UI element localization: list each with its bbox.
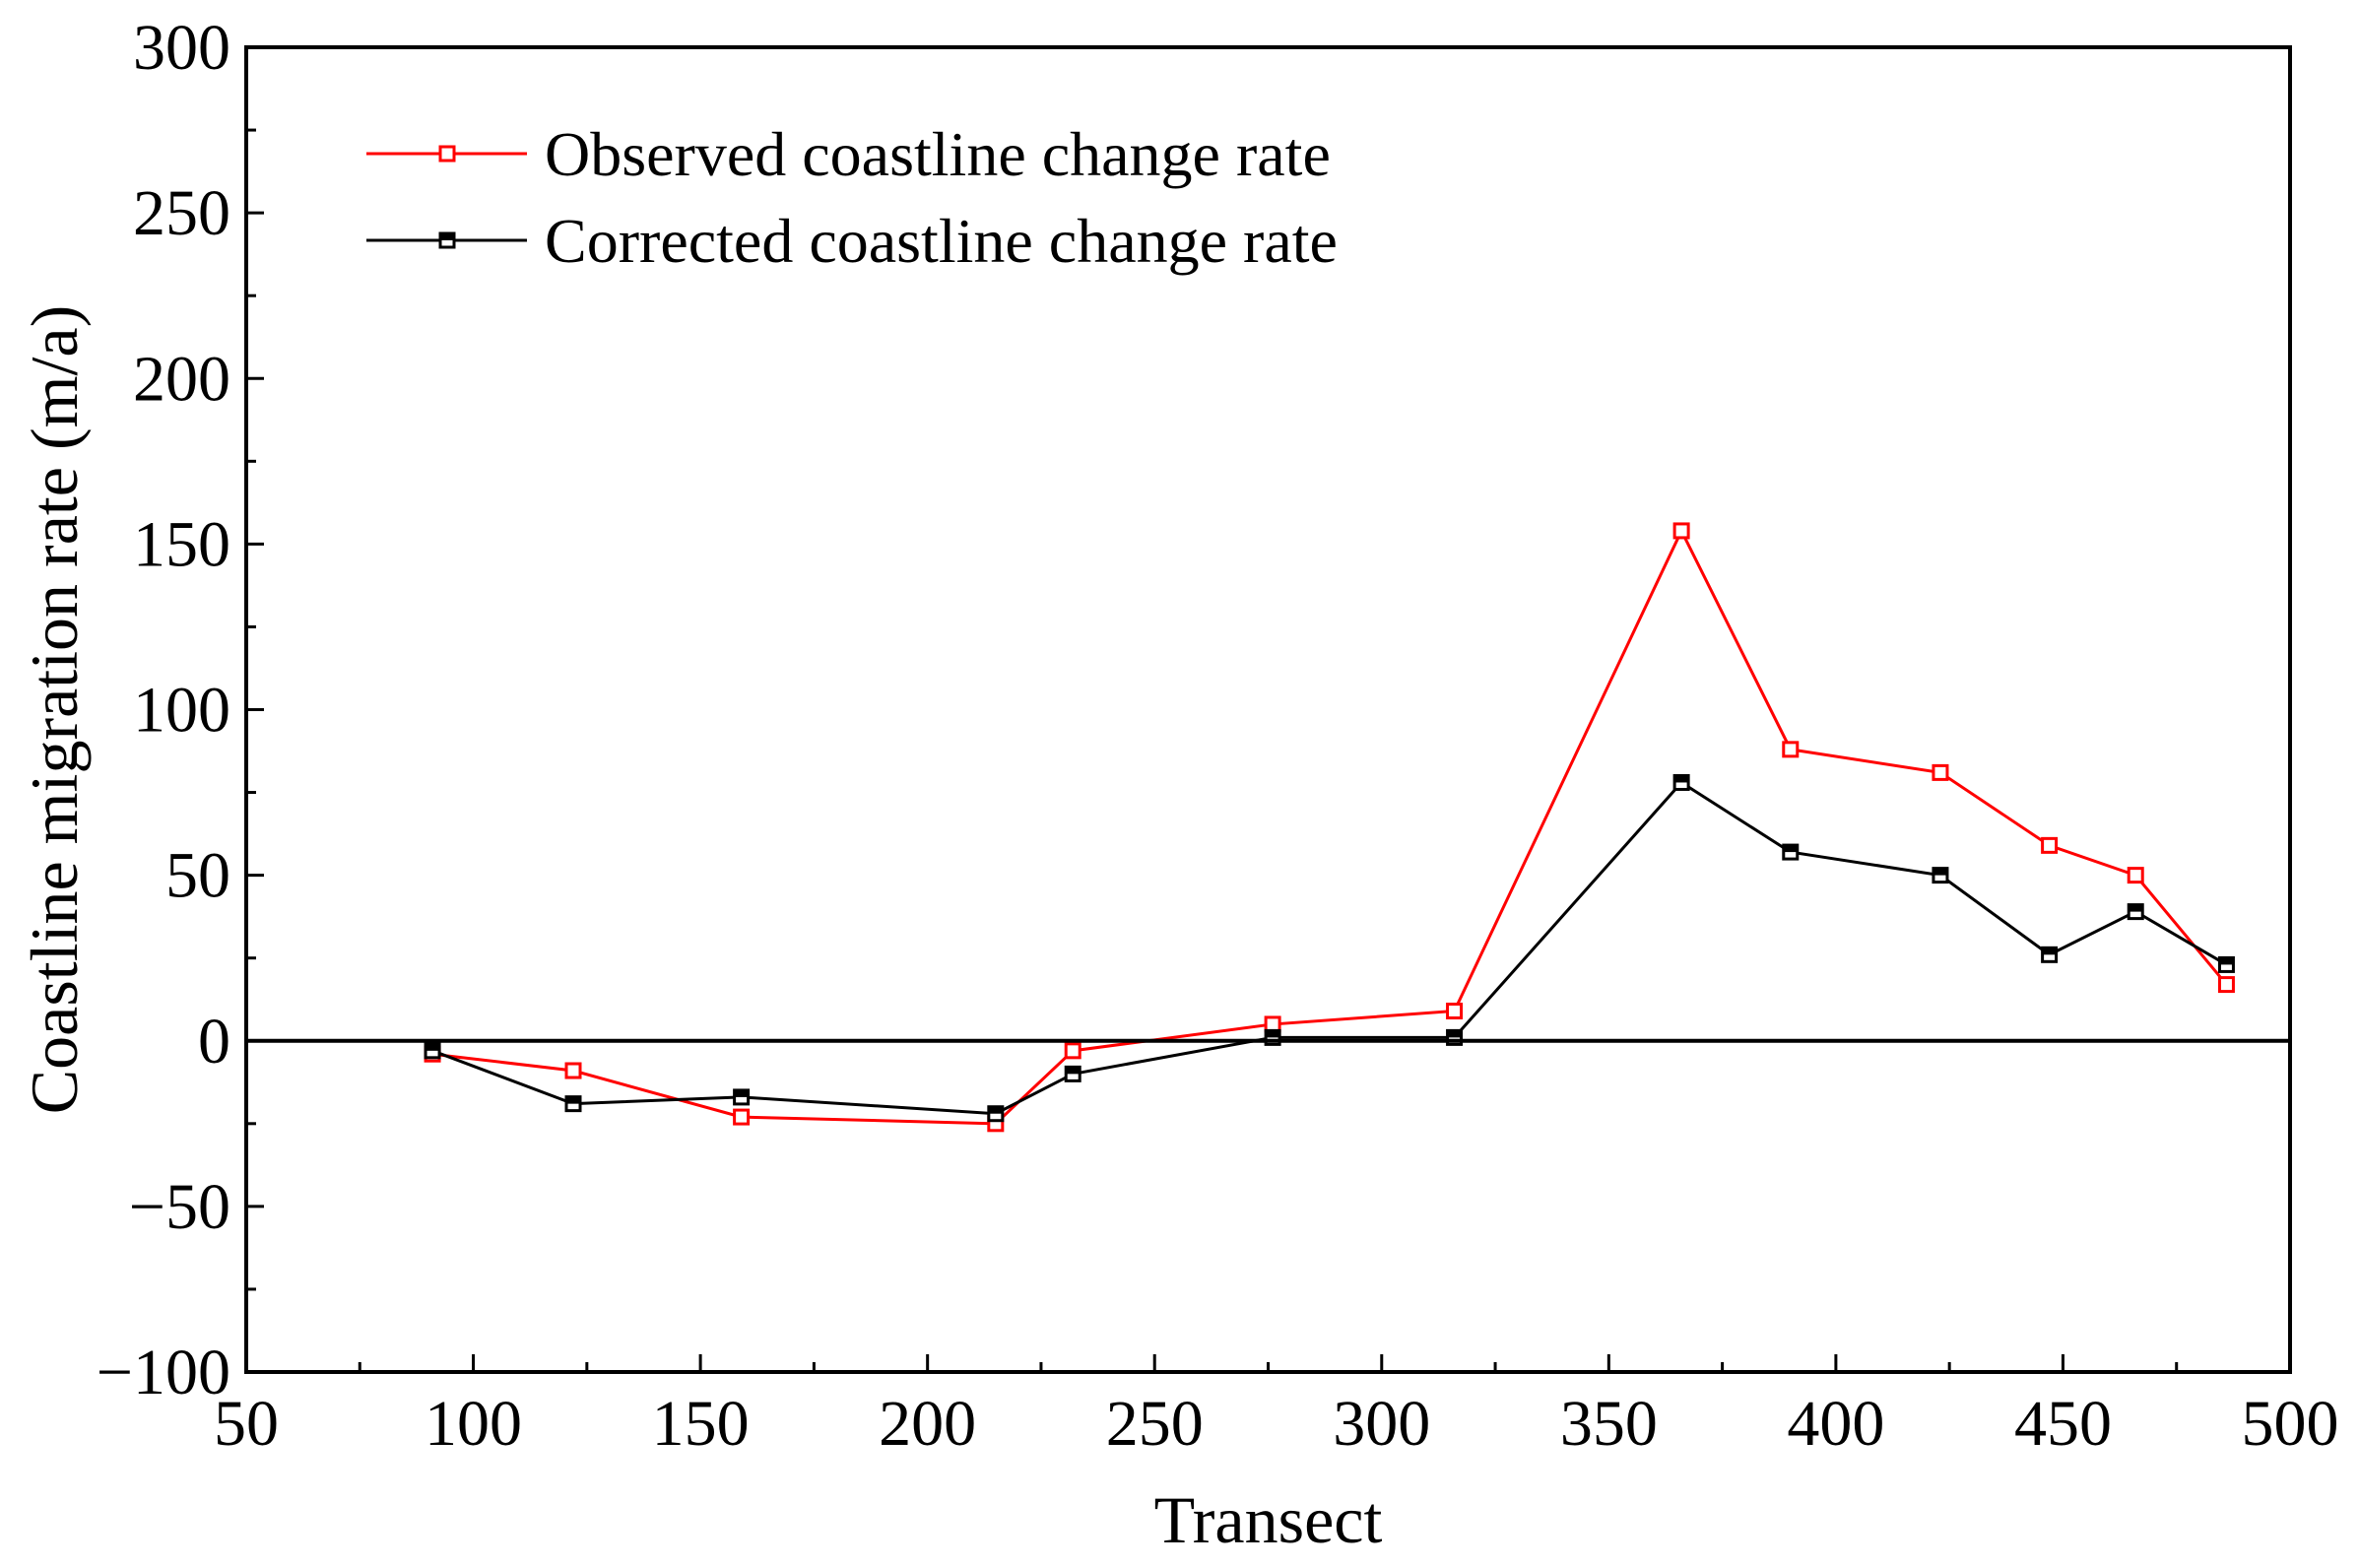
marker-outline: [1064, 1042, 1081, 1060]
y-tick-label: −50: [129, 1171, 230, 1243]
y-tick-label: 100: [133, 675, 230, 747]
legend-swatch-marker: [438, 231, 456, 249]
series-1-point: [2127, 867, 2144, 884]
marker-outline: [1446, 1002, 1464, 1019]
x-tick-label: 100: [425, 1388, 522, 1460]
marker-fill: [426, 1043, 440, 1051]
series-1-point: [733, 1108, 751, 1126]
marker-fill: [1933, 868, 1947, 876]
series-1-point: [1932, 763, 1949, 781]
marker-fill: [1783, 845, 1798, 853]
marker-fill: [2129, 904, 2143, 912]
series-1-point: [2041, 836, 2059, 854]
y-tick-label: 200: [133, 343, 230, 415]
series-2-point: [1782, 843, 1800, 861]
marker-fill: [1266, 1030, 1280, 1038]
series-2-point: [1064, 1065, 1081, 1082]
chart-marks: [424, 522, 2235, 1133]
marker-fill: [1066, 1067, 1081, 1075]
x-tick-label: 400: [1787, 1388, 1884, 1460]
series-2-point: [987, 1105, 1005, 1123]
marker-outline: [2041, 836, 2059, 854]
marker-outline: [1264, 1015, 1281, 1033]
legend-item: Corrected coastline change rate: [366, 206, 1338, 276]
x-axis-title: Transect: [1154, 1482, 1383, 1557]
chart-axes: 50 100 150 200 250 300 350 400 450 500 −100 −50 0 50 1…: [97, 12, 2339, 1460]
y-tick-label: 150: [133, 508, 230, 580]
marker-outline: [1782, 741, 1800, 758]
marker-fill: [1674, 775, 1689, 783]
series-2-point: [1672, 773, 1690, 791]
legend-label: Observed coastline change rate: [545, 119, 1331, 189]
x-tick-label: 250: [1106, 1388, 1204, 1460]
series-1-point: [1446, 1002, 1464, 1019]
x-tick-label: 200: [879, 1388, 976, 1460]
marker-fill: [2219, 957, 2234, 965]
legend-label: Corrected coastline change rate: [545, 206, 1338, 276]
legend-swatch-marker: [438, 145, 456, 163]
series-1-line: [431, 527, 2228, 1126]
series-1-point: [1782, 741, 1800, 758]
x-tick-label: 150: [652, 1388, 750, 1460]
series-1-point: [1672, 522, 1690, 540]
marker-fill: [988, 1106, 1003, 1114]
series-2-point: [564, 1095, 582, 1113]
marker-fill: [1447, 1030, 1462, 1038]
x-tick-label: 50: [214, 1388, 279, 1460]
plot-frame: [244, 45, 2292, 1374]
marker-fill: [734, 1089, 749, 1097]
series-2-point: [2217, 955, 2235, 973]
marker-outline: [1932, 763, 1949, 781]
y-tick-label: 50: [165, 840, 230, 912]
marker-fill: [440, 233, 454, 240]
series-1-point: [1264, 1015, 1281, 1033]
marker-outline: [1672, 522, 1690, 540]
series-2-point: [1932, 867, 1949, 884]
y-axis-title: Coastline migration rate (m/a): [17, 305, 92, 1114]
series-2-point: [733, 1088, 751, 1106]
y-tick-label: 0: [198, 1006, 230, 1078]
y-tick-label: 250: [133, 177, 230, 249]
y-tick-label: −100: [97, 1337, 230, 1408]
series-2-line: [431, 780, 2228, 1116]
series-2-point: [2127, 903, 2144, 921]
marker-fill: [2042, 947, 2057, 955]
marker-outline: [2217, 976, 2235, 994]
marker-outline: [2127, 867, 2144, 884]
series-1-point: [564, 1062, 582, 1079]
marker-outline: [733, 1108, 751, 1126]
series-1-point: [1064, 1042, 1081, 1060]
x-tick-label: 500: [2242, 1388, 2339, 1460]
marker-outline: [438, 145, 456, 163]
x-tick-label: 350: [1560, 1388, 1658, 1460]
series-1-point: [2217, 976, 2235, 994]
marker-fill: [566, 1096, 580, 1104]
legend-item: Observed coastline change rate: [366, 119, 1331, 189]
x-tick-label: 450: [2014, 1388, 2112, 1460]
x-tick-label: 300: [1333, 1388, 1430, 1460]
legend: Observed coastline change rate Corrected …: [366, 119, 1338, 276]
marker-outline: [564, 1062, 582, 1079]
series-2-point: [2041, 946, 2059, 963]
y-tick-label: 300: [133, 12, 230, 84]
series-2-point: [424, 1042, 441, 1060]
